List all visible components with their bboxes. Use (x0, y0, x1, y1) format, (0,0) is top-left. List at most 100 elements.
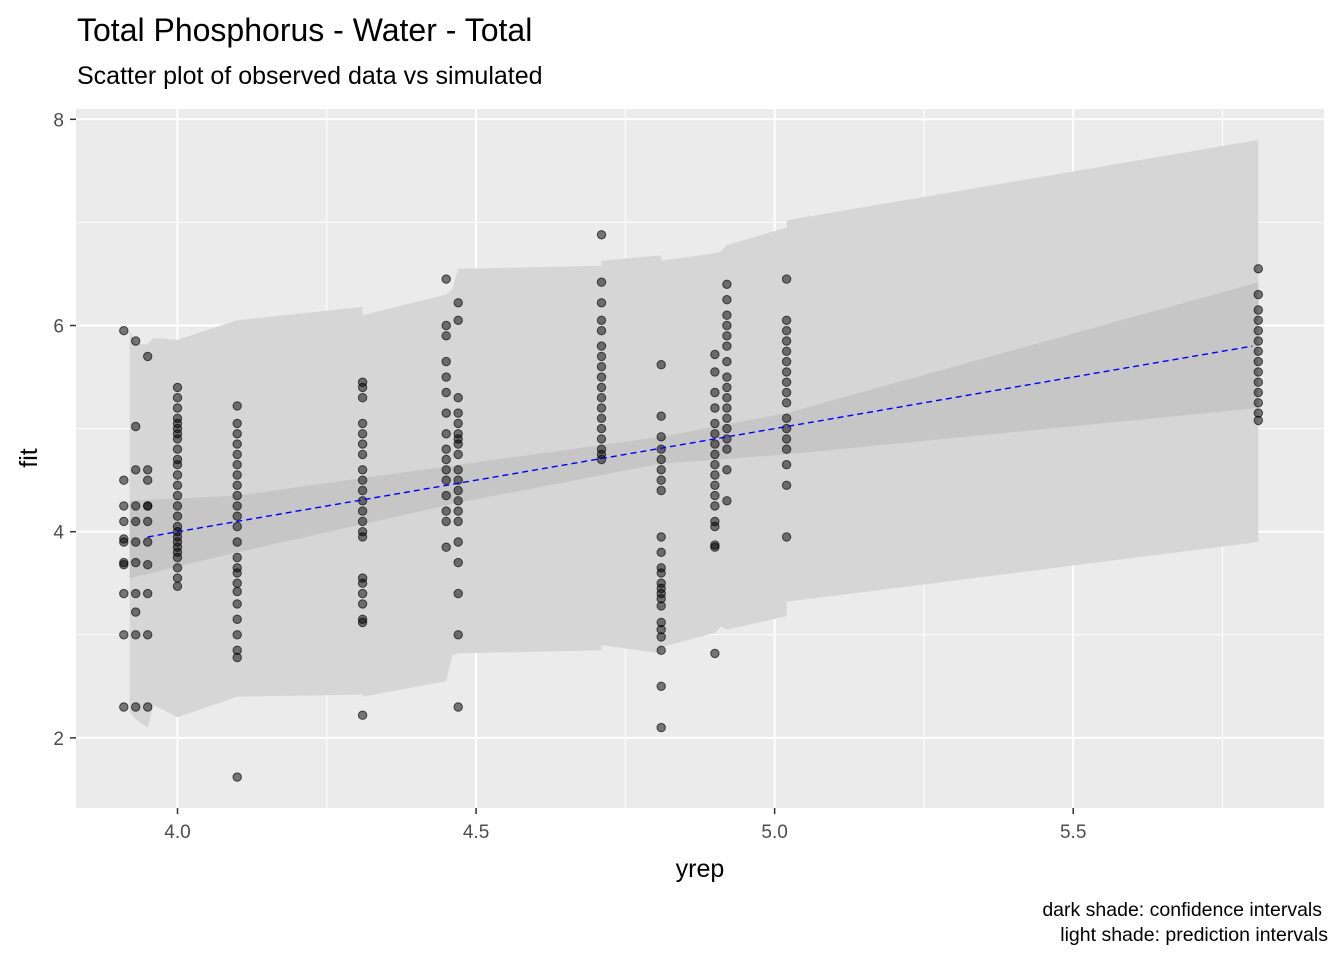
data-point (710, 429, 720, 439)
data-point (1253, 326, 1264, 336)
data-point (131, 702, 141, 712)
data-point (656, 432, 666, 442)
data-point (143, 351, 153, 362)
data-point (781, 336, 792, 346)
data-point (172, 581, 183, 591)
data-point (656, 444, 666, 454)
data-point (131, 501, 141, 511)
x-axis-title: yrep (676, 855, 725, 883)
data-point (441, 387, 451, 398)
data-point (441, 506, 451, 516)
data-point (172, 403, 183, 413)
data-point (441, 516, 451, 527)
data-point (722, 331, 732, 341)
data-point (119, 475, 129, 485)
fit-line (147, 345, 1253, 538)
data-point (1253, 415, 1264, 426)
data-point (441, 372, 451, 382)
data-point (131, 516, 141, 527)
data-point (656, 454, 666, 465)
data-point (357, 516, 368, 527)
data-point (710, 449, 720, 460)
data-point (656, 645, 666, 655)
data-point (453, 449, 463, 460)
data-point (131, 537, 141, 547)
data-point (441, 444, 451, 454)
data-point (710, 521, 720, 532)
data-point (143, 560, 153, 570)
data-point (710, 387, 720, 398)
data-point (172, 460, 183, 470)
data-point (453, 418, 463, 429)
data-point (722, 382, 732, 393)
data-point (232, 599, 242, 609)
data-point (722, 320, 732, 331)
data-point (453, 537, 463, 547)
data-point (710, 418, 720, 429)
data-point (172, 511, 183, 521)
data-point (1253, 356, 1264, 367)
data-point (357, 578, 368, 588)
data-point (441, 320, 451, 331)
data-point (143, 465, 153, 475)
data-point (722, 413, 732, 423)
data-point (172, 480, 183, 490)
data-point (781, 434, 792, 444)
data-point (119, 326, 129, 336)
data-point (710, 470, 720, 480)
data-point (710, 439, 720, 449)
data-point (596, 423, 607, 434)
x-tick-label: 4.0 (164, 822, 190, 843)
data-point (441, 465, 451, 475)
data-point (232, 630, 242, 640)
data-point (656, 360, 666, 370)
data-point (656, 532, 666, 542)
data-point (172, 434, 183, 444)
data-point (453, 315, 463, 325)
data-point (232, 439, 242, 449)
data-point (232, 578, 242, 588)
data-point (357, 532, 368, 542)
data-point (722, 295, 732, 305)
data-point (232, 511, 242, 521)
chart-title: Total Phosphorus - Water - Total (77, 12, 532, 48)
data-point (232, 552, 242, 563)
data-point (357, 382, 368, 393)
data-point (656, 475, 666, 485)
data-point (232, 490, 242, 501)
data-point (143, 537, 153, 547)
data-point (143, 630, 153, 640)
data-point (1253, 398, 1264, 408)
data-point (781, 532, 792, 542)
data-point (232, 470, 242, 480)
data-point (453, 485, 463, 496)
data-point (1253, 346, 1264, 356)
data-point (172, 382, 183, 393)
data-point (1253, 377, 1264, 387)
data-point (453, 557, 463, 568)
data-point (710, 349, 720, 360)
data-point (357, 485, 368, 496)
data-point (131, 607, 141, 617)
data-point (441, 475, 451, 485)
data-point (232, 772, 242, 782)
data-point (453, 588, 463, 599)
data-point (357, 475, 368, 485)
data-point (710, 490, 720, 501)
data-point (596, 413, 607, 423)
data-point (1253, 315, 1264, 325)
data-point (722, 310, 732, 320)
data-point (453, 630, 463, 640)
data-point (722, 341, 732, 351)
data-point (722, 372, 732, 382)
data-point (232, 449, 242, 460)
data-points (119, 230, 1264, 782)
data-point (232, 537, 242, 547)
data-point (172, 563, 183, 573)
data-point (232, 586, 242, 597)
data-point (232, 460, 242, 470)
y-tick-label: 8 (53, 110, 64, 131)
data-point (143, 702, 153, 712)
data-point (722, 465, 732, 475)
data-point (596, 454, 607, 465)
